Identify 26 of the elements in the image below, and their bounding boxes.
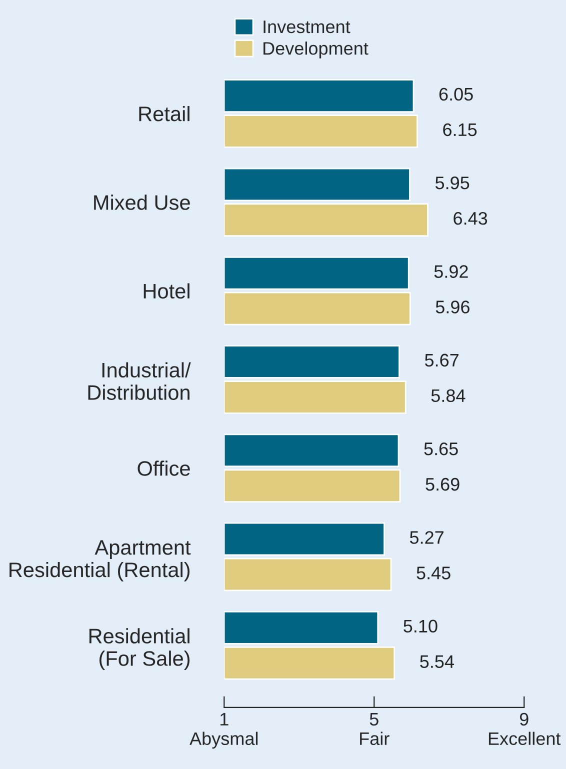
y-tick-label: Retail (139, 106, 190, 122)
y-tick-label: Office (138, 460, 190, 476)
legend-label: Investment (264, 20, 350, 34)
data-label: 5.96 (436, 300, 470, 314)
data-label: 5.69 (426, 478, 460, 491)
data-label: 6.43 (454, 212, 488, 225)
data-label: 5.54 (420, 655, 454, 668)
data-label: 5.45 (416, 566, 450, 580)
y-tick-label: Industrial/ Distribution (88, 362, 191, 400)
x-tick-label: 1 Abysmal (190, 713, 258, 749)
x-tick-label: 5 Fair (360, 713, 390, 746)
data-label: 6.05 (439, 88, 473, 101)
data-label: 5.92 (434, 265, 468, 278)
data-label: 5.65 (424, 442, 458, 456)
y-tick-label: Mixed Use (94, 194, 190, 210)
y-tick-label: Apartment Residential (Rental) (10, 540, 191, 582)
data-label: 5.84 (431, 389, 466, 402)
data-label: 5.27 (410, 531, 444, 544)
data-label: 6.15 (443, 123, 477, 136)
x-tick-label: 9 Excellent (488, 712, 561, 746)
data-label: 5.10 (404, 620, 438, 633)
legend-label: Development (264, 42, 368, 58)
data-label: 5.67 (424, 354, 458, 367)
y-tick-label: Hotel (144, 283, 190, 299)
y-tick-label: Residential (For Sale) (89, 628, 190, 670)
data-label: 5.95 (435, 176, 470, 190)
